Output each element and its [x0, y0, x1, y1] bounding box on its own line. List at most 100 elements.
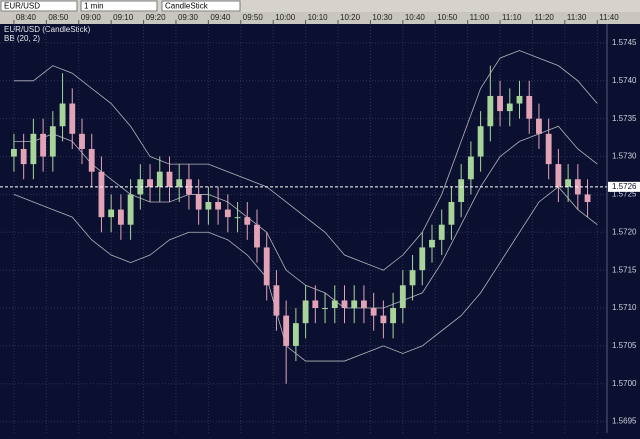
candle-body	[156, 171, 163, 187]
last-price-box	[608, 181, 640, 192]
candle-body	[273, 285, 280, 316]
x-tick-label: 09:20	[146, 13, 167, 22]
candle-body	[390, 308, 397, 324]
candle-body	[322, 308, 328, 310]
y-tick-label: 1.5720	[612, 227, 637, 236]
x-tick-label: 09:30	[178, 13, 199, 22]
chart-title: EUR/USD (CandleStick)	[4, 25, 91, 34]
candle-body	[341, 300, 348, 309]
candle-body	[292, 323, 299, 346]
candle-body	[224, 209, 231, 218]
x-tick-label: 11:40	[599, 13, 619, 22]
candle-body	[361, 300, 367, 309]
x-tick-label: 11:30	[567, 13, 587, 22]
candle-body	[477, 126, 484, 157]
candle-body	[88, 148, 95, 172]
candle-body	[79, 133, 85, 149]
y-tick-label: 1.5715	[612, 265, 637, 274]
y-tick-label: 1.5710	[612, 303, 637, 312]
x-tick-label: 09:00	[81, 13, 102, 22]
candle-body	[30, 133, 37, 165]
candle-body	[506, 103, 513, 112]
candle-body	[409, 270, 416, 286]
candle-body	[49, 126, 56, 157]
candle-body	[497, 95, 503, 112]
candle-body	[380, 315, 387, 324]
candle-body	[215, 201, 222, 210]
candle-body	[302, 300, 309, 324]
y-tick-label: 1.5740	[612, 76, 637, 85]
x-tick-label: 11:00	[470, 13, 490, 22]
interval: 1 min	[84, 2, 104, 11]
y-tick-label: 1.5735	[612, 114, 637, 123]
x-tick-label: 09:50	[243, 13, 264, 22]
symbol: EUR/USD	[4, 2, 40, 11]
y-tick-label: 1.5725	[612, 190, 637, 199]
candle-body	[565, 179, 572, 187]
candle-body	[186, 179, 192, 195]
candle-body	[40, 133, 47, 157]
chart-style: CandleStick	[165, 2, 209, 11]
candle-body	[487, 95, 494, 127]
x-tick-label: 09:10	[113, 13, 134, 22]
x-tick-label: 10:20	[340, 13, 361, 22]
candle-body	[205, 201, 212, 210]
candle-body	[166, 171, 173, 187]
bollinger-upper	[13, 50, 598, 271]
candle-body	[108, 209, 115, 218]
candle-body	[263, 247, 270, 286]
candle-body	[536, 118, 542, 134]
candle-body	[467, 156, 474, 180]
candle-body	[69, 103, 76, 134]
candle-body	[438, 224, 445, 240]
candle-body	[526, 95, 533, 119]
candle-body	[11, 148, 17, 157]
candle-body	[20, 148, 27, 165]
candle-body	[312, 300, 319, 309]
candle-body	[254, 224, 260, 248]
candle-body	[516, 95, 523, 104]
bollinger-lower	[13, 186, 598, 362]
time-axis	[0, 12, 640, 24]
x-tick-label: 11:20	[534, 13, 554, 22]
candle-body	[448, 201, 455, 225]
indicator-label: BB (20, 2)	[4, 34, 40, 43]
y-tick-label: 1.5705	[612, 341, 637, 350]
candle-body	[331, 300, 338, 309]
style-select[interactable]	[161, 0, 241, 12]
candle-body	[117, 209, 124, 225]
candle-body	[399, 285, 406, 309]
candle-body	[370, 308, 377, 316]
symbol-select[interactable]	[0, 0, 78, 12]
candle-body	[127, 194, 134, 225]
candle-body	[98, 171, 105, 218]
x-tick-label: 09:40	[210, 13, 231, 22]
y-tick-label: 1.5700	[612, 379, 637, 388]
candle-body	[234, 217, 241, 219]
candle-body	[555, 164, 562, 187]
candle-body	[351, 300, 358, 309]
candle-body	[147, 179, 153, 187]
y-tick-label: 1.5745	[612, 38, 637, 47]
interval-select[interactable]	[80, 0, 158, 12]
x-tick-label: 10:50	[437, 13, 458, 22]
x-tick-label: 08:50	[48, 13, 69, 22]
candle-body	[458, 179, 465, 202]
candle-body	[244, 217, 251, 225]
x-tick-label: 08:40	[16, 13, 37, 22]
candle-body	[584, 194, 591, 202]
candle-body	[429, 239, 435, 248]
x-tick-label: 10:30	[372, 13, 393, 22]
x-tick-label: 10:00	[275, 13, 296, 22]
x-tick-label: 10:10	[308, 13, 329, 22]
y-tick-label: 1.5730	[612, 152, 637, 161]
candle-body	[59, 103, 66, 127]
candle-body	[283, 315, 290, 346]
candle-body	[545, 133, 552, 165]
candle-body	[195, 194, 202, 210]
y-tick-label: 1.5695	[612, 417, 637, 426]
candle-body	[176, 179, 183, 187]
x-tick-label: 11:10	[502, 13, 522, 22]
